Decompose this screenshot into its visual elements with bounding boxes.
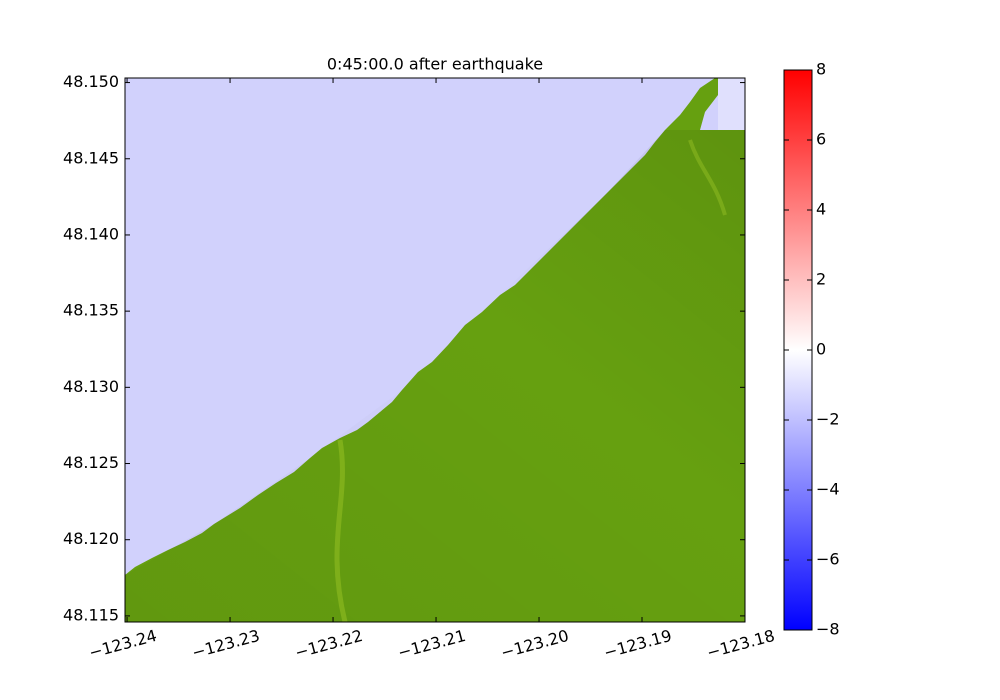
y-tick-label: 48.140 <box>63 224 119 243</box>
x-tick-label: −123.20 <box>499 626 571 662</box>
x-tick-label: −123.18 <box>705 626 777 662</box>
stream <box>688 139 727 216</box>
y-tick-label: 48.145 <box>63 148 119 167</box>
colorbar-tick-label: 8 <box>816 60 826 79</box>
y-tick-label: 48.150 <box>63 72 119 91</box>
y-tick-label: 48.115 <box>63 605 119 624</box>
x-tick-label: −123.21 <box>396 626 468 662</box>
x-tick-label: −123.22 <box>293 626 365 662</box>
land-shade <box>125 130 745 622</box>
colorbar-tick-label: −6 <box>816 550 840 569</box>
colorbar-tick-label: −4 <box>816 480 840 499</box>
x-tick-label: −123.24 <box>87 626 159 662</box>
colorbar-tick-label: 2 <box>816 270 826 289</box>
colorbar-tick-label: 4 <box>816 200 826 219</box>
y-tick-label: 48.130 <box>63 377 119 396</box>
y-tick-label: 48.135 <box>63 301 119 320</box>
x-tick-label: −123.19 <box>602 626 674 662</box>
colorbar-tick-label: −2 <box>816 410 840 429</box>
map-area <box>125 78 745 622</box>
colorbar-tick-label: 6 <box>816 130 826 149</box>
x-tick-label: −123.23 <box>190 626 262 662</box>
water-shallow <box>718 78 745 130</box>
y-tick-label: 48.125 <box>63 453 119 472</box>
chart-title: 0:45:00.0 after earthquake <box>327 55 543 74</box>
colorbar-tick-label: 0 <box>816 340 826 359</box>
y-tick-label: 48.120 <box>63 529 119 548</box>
stream <box>334 439 348 622</box>
plot-frame <box>124 77 746 623</box>
colorbar-tick-label: −8 <box>816 620 840 639</box>
